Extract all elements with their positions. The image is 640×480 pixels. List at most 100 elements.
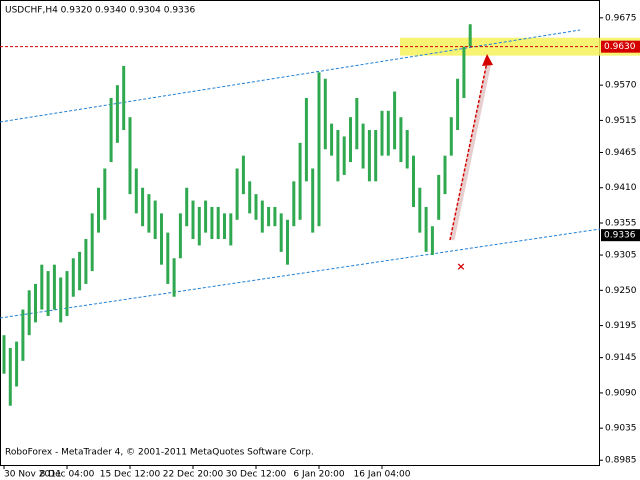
bar [254,194,258,220]
bar [273,206,277,227]
bar [380,110,384,156]
bar [386,110,390,156]
bar [210,206,214,240]
bar [336,130,340,182]
x-tick-label: 30 Nov 2011 [4,470,62,480]
bars [2,24,472,406]
stop-mark: × [456,260,465,273]
bar [361,123,365,169]
bar [323,78,327,150]
x-tick-label: 8 Dec 04:00 [40,470,95,480]
chart-title: USDCHF,H4 0.9320 0.9340 0.9304 0.9336 [5,6,195,16]
bar [103,168,107,220]
bar [430,226,434,256]
bar [40,264,44,310]
x-tick-label: 30 Dec 12:00 [226,470,287,480]
x-tick-label: 16 Jan 04:00 [354,470,411,480]
bar [59,277,63,323]
bar [27,290,31,336]
bar [52,264,56,310]
footer: RoboForex - MetaTrader 4, © 2001-2011 Me… [5,448,314,458]
bar [241,155,245,195]
arrow-head [482,54,493,66]
bar [197,206,201,246]
y-tick-label: 0.9195 [605,321,637,331]
bar [317,72,321,227]
bar [468,24,472,47]
x-tick-label: 15 Dec 12:00 [100,470,161,480]
y-tick-label: 0.8985 [605,456,637,466]
bar [160,213,163,265]
y-tick-label: 0.9515 [605,116,637,126]
level-label: 0.9630 [604,42,636,52]
bar [418,187,422,233]
bar [349,117,352,163]
bar [2,335,6,374]
bar [279,213,283,252]
bar [229,213,233,246]
bar [97,187,100,233]
bar [393,91,397,150]
bar [15,341,19,387]
bar [122,65,126,131]
bar [223,213,226,240]
bar [304,97,308,182]
bar [109,97,113,163]
y-tick-label: 0.9410 [605,183,637,193]
bar [141,187,145,227]
bar [166,232,170,284]
bar [443,155,447,195]
bar [8,348,12,406]
bar [34,283,37,323]
bar [330,123,334,156]
bar [355,97,359,150]
price-label: 0.9336 [604,231,636,241]
bar [267,206,271,227]
y-tick-label: 0.9675 [605,13,637,23]
bar [235,168,239,220]
forecast-arrow [449,61,488,241]
level-label-bg [601,40,640,53]
bar [367,130,371,182]
y-tick-label: 0.9250 [605,286,637,296]
x-tick-label: 6 Jan 20:00 [293,470,345,480]
bar [298,142,302,220]
bar [46,271,50,316]
bar [191,200,195,240]
bar [456,78,460,131]
bar [216,206,220,240]
bar [399,117,403,163]
forecast-arrow-shadow [449,61,492,241]
bar [405,130,409,169]
bar [178,213,182,259]
bar [292,181,296,227]
bar [134,168,138,214]
y-tick-label: 0.9305 [605,251,637,261]
bar [185,187,189,227]
bar [147,194,151,233]
y-tick-label: 0.9570 [605,81,637,91]
y-tick-label: 0.9465 [605,148,637,158]
bar [128,117,132,195]
channel-bottom [0,228,601,319]
price-label-bg [601,229,640,242]
y-tick-label: 0.9035 [605,424,637,434]
bar [424,206,428,252]
bar [260,200,264,233]
bar [342,136,346,175]
bar [204,200,208,233]
bar [311,168,315,233]
bar [462,46,466,98]
bar [65,271,69,316]
x-tick-label: 22 Dec 20:00 [163,470,224,480]
bar [90,213,94,272]
y-tick-label: 0.9145 [605,353,637,363]
bar [84,239,88,284]
bar [21,309,25,361]
bar [71,258,75,297]
bar [78,251,82,291]
channel-top [0,29,581,123]
y-tick-label: 0.9355 [605,218,637,228]
